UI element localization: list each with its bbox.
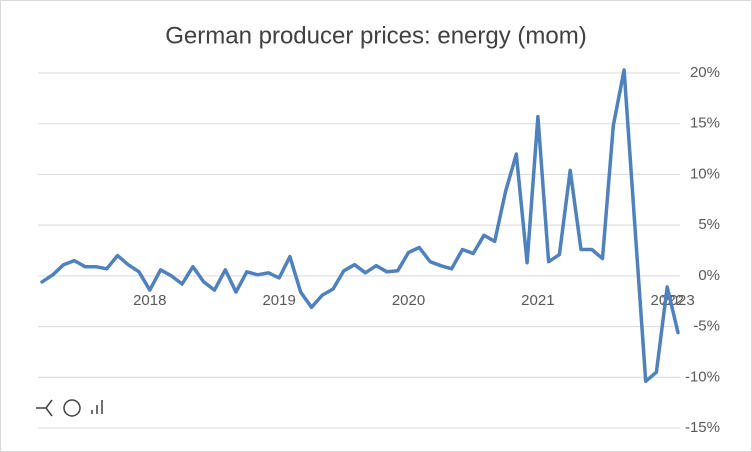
- y-tick-label: -5%: [693, 318, 720, 335]
- x-tick-label: 2019: [262, 292, 295, 309]
- toolbar-icons: [36, 399, 103, 417]
- x-tick-label: 2018: [133, 292, 166, 309]
- x-tick-label: 2021: [521, 292, 554, 309]
- y-tick-label: -10%: [685, 368, 720, 385]
- x-tick-label: 2020: [392, 292, 425, 309]
- y-tick-label: 10%: [690, 165, 720, 182]
- data-line: [40, 68, 680, 384]
- y-tick-label: -15%: [685, 419, 720, 436]
- y-tick-label: 5%: [698, 216, 720, 233]
- y-tick-label: 0%: [698, 267, 720, 284]
- chart-title: German producer prices: energy (mom): [165, 22, 586, 49]
- y-tick-label: 20%: [690, 64, 720, 81]
- y-tick-label: 15%: [690, 115, 720, 132]
